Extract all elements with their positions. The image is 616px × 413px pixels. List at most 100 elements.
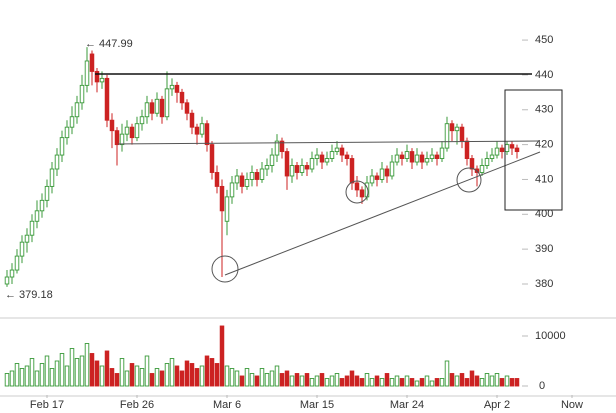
- y-tick-label: 400: [535, 208, 553, 220]
- candle-body: [209, 144, 215, 173]
- volume-bar: [364, 373, 370, 387]
- candle-body: [469, 158, 475, 170]
- volume-bar: [259, 368, 265, 387]
- candle-body: [404, 151, 410, 159]
- volume-bar: [294, 373, 300, 387]
- y-tick-label: 390: [535, 243, 553, 255]
- candle-body: [214, 172, 220, 187]
- x-tick-label: Now: [561, 399, 583, 411]
- volume-bar: [324, 378, 330, 387]
- volume-bar: [229, 368, 235, 387]
- volume-bar: [214, 363, 220, 387]
- volume-bar: [79, 355, 85, 387]
- candle-body: [339, 147, 345, 156]
- highlight-box: [504, 89, 563, 211]
- volume-bar: [104, 350, 110, 387]
- volume-bar: [404, 375, 410, 387]
- candle-body: [259, 168, 265, 180]
- volume-bar: [429, 380, 435, 387]
- volume-bar: [264, 373, 270, 387]
- candle-body: [489, 154, 495, 159]
- price-annotation: ← 447.99: [85, 38, 133, 50]
- volume-bar: [134, 365, 140, 387]
- x-tick-label: Feb 17: [30, 399, 64, 411]
- candle-body: [234, 175, 240, 184]
- candle-body: [129, 126, 135, 139]
- candle-body: [244, 179, 250, 187]
- candle-body: [299, 165, 305, 173]
- candle-body: [139, 116, 145, 125]
- y-tick-label: 440: [535, 69, 553, 81]
- candle-body: [109, 119, 115, 132]
- volume-bar: [379, 378, 385, 387]
- volume-bar: [189, 363, 195, 387]
- candle-body: [284, 151, 290, 177]
- volume-bar: [99, 365, 105, 387]
- volume-bar: [184, 360, 190, 387]
- volume-bar: [254, 375, 260, 387]
- candle-body: [354, 182, 360, 191]
- volume-tick-label: 0: [539, 380, 545, 392]
- candle-body: [454, 126, 460, 132]
- y-tick-label: 430: [535, 104, 553, 116]
- candle-body: [59, 137, 65, 156]
- circle-marker: [345, 180, 369, 204]
- candle-body: [359, 189, 365, 198]
- volume-bar: [434, 378, 440, 387]
- candle-body: [459, 126, 465, 142]
- volume-bar: [169, 358, 175, 387]
- candle-body: [69, 116, 75, 128]
- candle-body: [39, 199, 45, 212]
- candle-body: [399, 154, 405, 159]
- candle-body: [279, 140, 285, 153]
- volume-bar: [309, 378, 315, 387]
- candle-body: [119, 133, 125, 146]
- candle-body: [99, 77, 105, 83]
- volume-bar: [484, 373, 490, 387]
- candle-body: [309, 158, 315, 170]
- volume-bar: [164, 363, 170, 387]
- volume-bar: [369, 378, 375, 387]
- volume-bar: [334, 373, 340, 387]
- volume-bar: [279, 373, 285, 387]
- candle-body: [504, 144, 510, 153]
- candle-body: [409, 151, 415, 163]
- candle-body: [14, 255, 20, 271]
- volume-bar: [29, 358, 35, 387]
- candle-body: [329, 151, 335, 159]
- candle-body: [19, 241, 25, 257]
- volume-bar: [299, 375, 305, 387]
- volume-bar: [224, 365, 230, 387]
- volume-bar: [464, 378, 470, 387]
- volume-bar: [284, 370, 290, 387]
- candle-body: [49, 168, 55, 187]
- candle-body: [424, 158, 430, 163]
- volume-bar: [24, 365, 30, 387]
- volume-bar: [329, 375, 335, 387]
- volume-bar: [409, 378, 415, 387]
- candle-body: [184, 102, 190, 114]
- volume-bar: [454, 375, 460, 387]
- volume-bar: [19, 368, 25, 387]
- candle-body: [324, 158, 330, 163]
- candle-body: [294, 165, 300, 173]
- drawings: [95, 73, 563, 283]
- candle-body: [239, 175, 245, 187]
- volume-bar: [469, 370, 475, 387]
- candle-body: [269, 154, 275, 166]
- volume-bar: [114, 373, 120, 387]
- volume-bar: [374, 375, 380, 387]
- candle-body: [349, 158, 355, 184]
- candle-body: [439, 147, 445, 159]
- volume-bar: [444, 360, 450, 387]
- candle-body: [419, 154, 425, 163]
- candle-body: [204, 123, 210, 146]
- candle-body: [344, 154, 350, 159]
- plot: 380 390 400 410 420 430 440 450 0 10000 Feb 17 Feb …: [4, 34, 583, 411]
- candle-body: [314, 154, 320, 159]
- candle-body: [144, 102, 150, 118]
- candle-body: [389, 161, 395, 177]
- volume-bar: [394, 375, 400, 387]
- volume-bar: [144, 355, 150, 387]
